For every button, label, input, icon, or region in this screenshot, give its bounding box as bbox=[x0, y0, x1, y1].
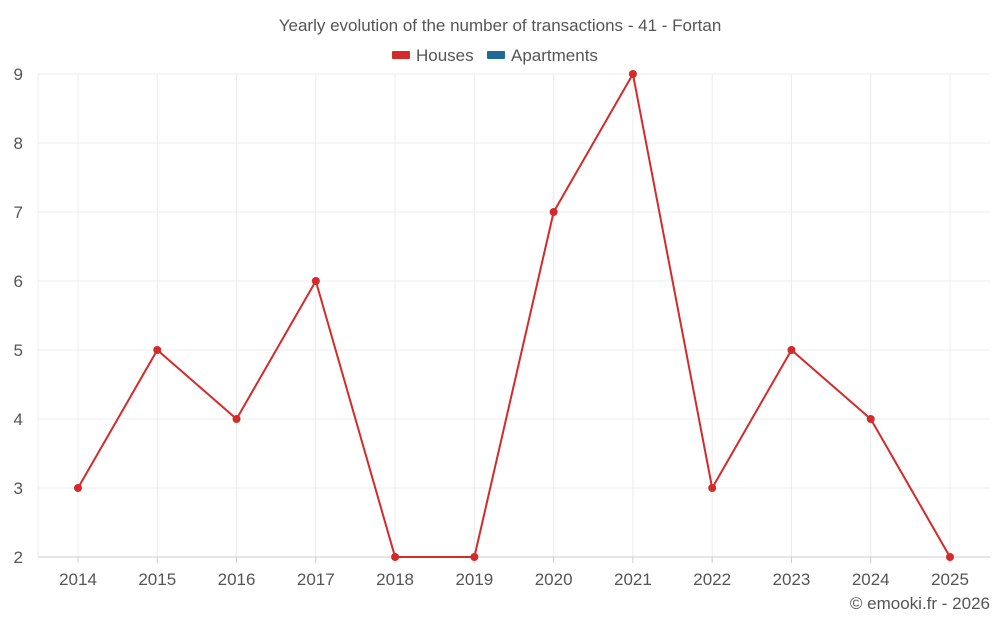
y-tick-label: 8 bbox=[14, 134, 23, 153]
legend-label-apartments: Apartments bbox=[511, 46, 598, 65]
data-point-houses-2018[interactable] bbox=[391, 553, 400, 561]
legend-swatch-houses bbox=[392, 51, 410, 59]
x-tick-label: 2021 bbox=[614, 570, 652, 589]
x-tick-label: 2017 bbox=[297, 570, 335, 589]
y-tick-label: 5 bbox=[14, 341, 23, 360]
y-axis: 2 3 4 5 6 7 8 9 bbox=[14, 65, 23, 567]
x-tick-label: 2022 bbox=[693, 570, 731, 589]
x-tick-label: 2023 bbox=[773, 570, 811, 589]
x-tick-label: 2016 bbox=[218, 570, 256, 589]
data-point-houses-2020[interactable] bbox=[549, 208, 558, 216]
grid bbox=[37, 73, 990, 557]
credit-text: © emooki.fr - 2026 bbox=[850, 594, 990, 613]
data-point-houses-2021[interactable] bbox=[628, 70, 637, 78]
data-point-houses-2022[interactable] bbox=[708, 484, 717, 492]
x-tick-label: 2019 bbox=[455, 570, 493, 589]
data-point-houses-2015[interactable] bbox=[153, 346, 162, 354]
data-point-houses-2016[interactable] bbox=[232, 415, 241, 423]
data-point-houses-2024[interactable] bbox=[866, 415, 875, 423]
y-tick-label: 3 bbox=[14, 479, 23, 498]
x-tick-label: 2018 bbox=[376, 570, 414, 589]
x-tick-label: 2025 bbox=[931, 570, 969, 589]
y-tick-label: 9 bbox=[14, 65, 23, 84]
chart-title: Yearly evolution of the number of transa… bbox=[279, 16, 722, 35]
y-tick-label: 2 bbox=[14, 548, 23, 567]
data-point-houses-2017[interactable] bbox=[311, 277, 320, 285]
legend: Houses Apartments bbox=[392, 46, 598, 65]
y-tick-label: 7 bbox=[14, 203, 23, 222]
legend-item-houses[interactable]: Houses bbox=[392, 46, 474, 65]
x-axis: 2014 2015 2016 2017 2018 2019 2020 2021 2022 2023… bbox=[59, 557, 969, 589]
x-tick-label: 2020 bbox=[535, 570, 573, 589]
series-houses bbox=[74, 70, 954, 561]
x-tick-label: 2015 bbox=[138, 570, 176, 589]
data-point-houses-2023[interactable] bbox=[787, 346, 796, 354]
data-point-houses-2019[interactable] bbox=[470, 553, 479, 561]
y-tick-label: 4 bbox=[14, 410, 23, 429]
data-point-houses-2014[interactable] bbox=[74, 484, 82, 492]
data-point-houses-2025[interactable] bbox=[946, 553, 954, 561]
y-tick-label: 6 bbox=[14, 272, 23, 291]
legend-item-apartments[interactable]: Apartments bbox=[487, 46, 598, 65]
legend-label-houses: Houses bbox=[416, 46, 474, 65]
x-tick-label: 2024 bbox=[852, 570, 890, 589]
series-line-houses bbox=[77, 73, 951, 558]
x-tick-label: 2014 bbox=[59, 570, 97, 589]
legend-swatch-apartments bbox=[487, 51, 505, 59]
